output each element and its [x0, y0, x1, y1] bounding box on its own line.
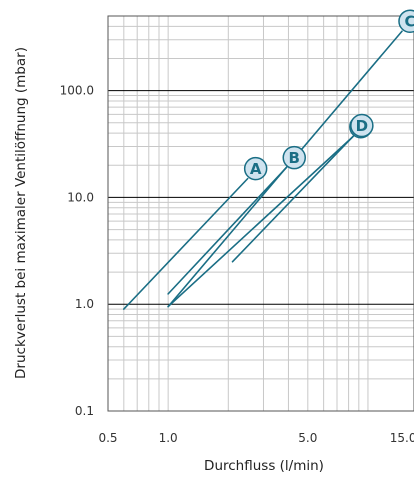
series-labels: ABBDC — [243, 9, 414, 181]
series-label-text: D — [356, 117, 368, 135]
plot-frame — [107, 15, 414, 412]
series-label-1: B — [282, 145, 306, 170]
y-tick-label: 1.0 — [75, 297, 94, 311]
x-axis-title: Durchfluss (l/min) — [204, 458, 324, 474]
grid-minor — [107, 15, 414, 411]
x-tick-labels: 0.5 1.0 5.0 15.0 — [98, 431, 414, 445]
series-label-0: A — [243, 156, 268, 181]
y-tick-label: 0.1 — [75, 404, 94, 418]
series-label-circle — [398, 9, 414, 33]
x-tick-label: 15.0 — [390, 431, 414, 445]
series-label-text: A — [250, 160, 262, 178]
series-label-circle — [350, 113, 374, 138]
series-label-circle — [282, 145, 306, 170]
x-tick-label: 0.5 — [98, 431, 117, 445]
series-line-0 — [123, 177, 249, 310]
series-label-4: C — [398, 9, 414, 33]
series-label-text: C — [404, 13, 414, 31]
x-tick-label: 5.0 — [298, 431, 317, 445]
series-line-3 — [231, 134, 355, 263]
y-tick-label: 10.0 — [67, 190, 94, 204]
series-line-4 — [167, 30, 403, 308]
series-label-circle — [243, 156, 268, 181]
y-tick-label: 100.0 — [60, 84, 94, 98]
series-lines — [123, 30, 403, 310]
series-label-3: D — [350, 113, 374, 138]
series-line-1 — [167, 166, 288, 295]
x-tick-label: 1.0 — [159, 431, 178, 445]
series-label-text: B — [289, 149, 300, 167]
y-axis-title: Druckverlust bei maximaler Ventilöffnung… — [13, 47, 29, 379]
series-line-2 — [167, 135, 354, 308]
y-tick-labels: 0.1 1.0 10.0 100.0 — [60, 84, 94, 418]
